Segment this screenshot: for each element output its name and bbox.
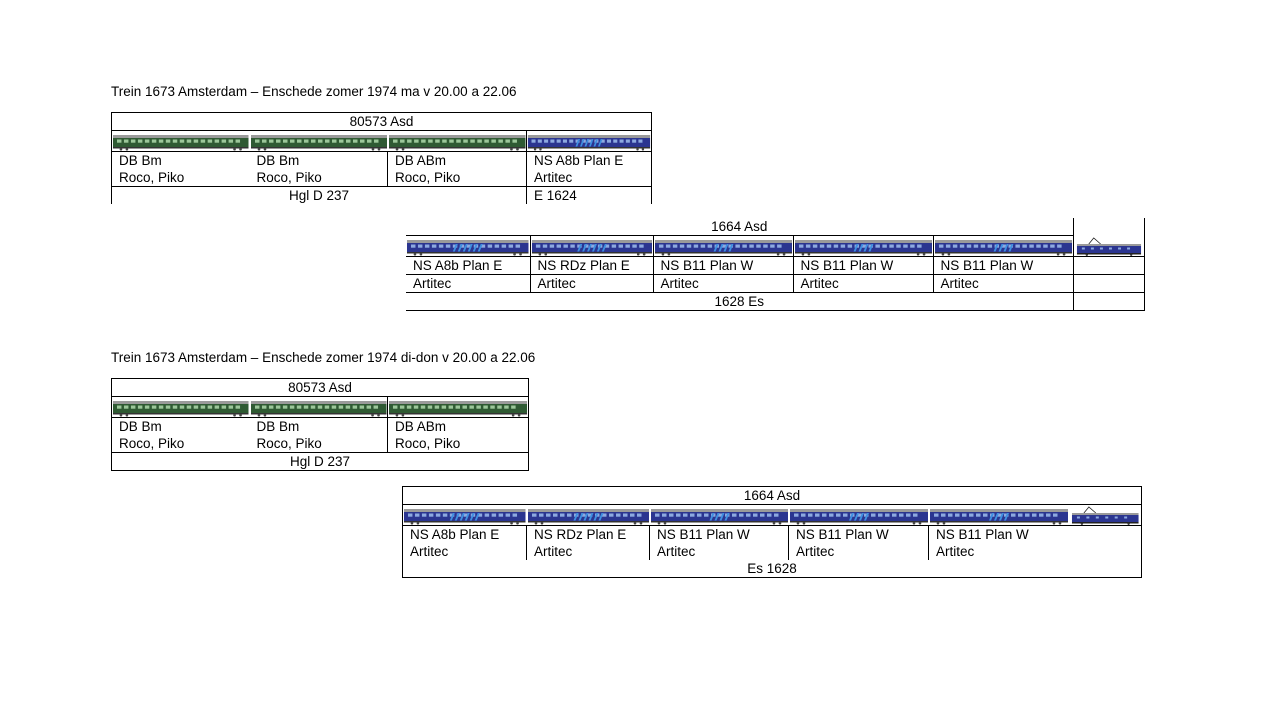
section2-part2-footer: Es 1628	[401, 560, 1143, 578]
db-green-coach-icon	[249, 130, 388, 152]
car-maker: Artitec	[526, 169, 652, 187]
ns-blue-coach-icon	[649, 504, 789, 526]
empty-cell	[1072, 274, 1145, 293]
section1-part2-footer: 1628 Es	[406, 292, 1074, 311]
section1-part1-footer-left: Hgl D 237	[111, 186, 527, 204]
section1-title: Trein 1673 Amsterdam – Enschede zomer 19…	[111, 84, 517, 99]
db-green-coach-icon	[111, 130, 250, 152]
car-type: NS B11 Plan W	[792, 256, 934, 275]
ns-blue-coach-icon	[788, 504, 929, 526]
car-maker: Artitec	[652, 274, 794, 293]
empty-cell	[1068, 525, 1143, 543]
car-maker: Roco, Piko	[249, 169, 388, 187]
car-type: NS RDz Plan E	[529, 256, 654, 275]
car-maker: Artitec	[788, 543, 929, 560]
car-maker: Artitec	[792, 274, 934, 293]
car-type: DB Bm	[249, 417, 388, 435]
car-type: DB ABm	[387, 151, 527, 169]
ns-blue-coach-icon	[792, 235, 934, 257]
section1-part1-header: 80573 Asd	[111, 112, 652, 131]
car-type: NS A8b Plan E	[402, 525, 527, 543]
car-type: NS RDz Plan E	[526, 525, 650, 543]
car-type: DB ABm	[386, 417, 530, 435]
car-type: NS B11 Plan W	[788, 525, 929, 543]
db-green-coach-icon	[386, 396, 530, 418]
ns-blue-coach-icon	[529, 235, 654, 257]
car-maker: Roco, Piko	[249, 435, 388, 453]
ns-blue-coach-icon	[928, 504, 1069, 526]
car-type: NS A8b Plan E	[406, 256, 531, 275]
db-green-coach-icon	[387, 130, 527, 152]
car-maker: Artitec	[402, 543, 527, 560]
section2-part2-header: 1664 Asd	[401, 486, 1143, 505]
car-maker: Roco, Piko	[387, 169, 527, 187]
loco-header-cell	[1072, 218, 1145, 236]
section2-part2-table: 1664 Asd NS A8b Plan E NS RDz Plan E NS …	[401, 486, 1143, 578]
car-maker: Artitec	[928, 543, 1069, 560]
car-maker: Artitec	[649, 543, 789, 560]
ns-electric-locomotive-icon	[1072, 235, 1145, 257]
empty-cell	[1072, 256, 1145, 275]
car-maker: Roco, Piko	[386, 435, 530, 453]
empty-cell	[1068, 543, 1143, 560]
ns-blue-coach-icon	[406, 235, 531, 257]
car-maker: Artitec	[932, 274, 1074, 293]
car-type: DB Bm	[249, 151, 388, 169]
db-green-coach-icon	[249, 396, 388, 418]
car-type: NS B11 Plan W	[649, 525, 789, 543]
ns-blue-coach-icon	[526, 504, 650, 526]
section2-part1-header: 80573 Asd	[110, 378, 530, 397]
car-maker: Roco, Piko	[111, 435, 250, 453]
ns-blue-coach-icon	[526, 130, 652, 152]
db-green-coach-icon	[111, 396, 250, 418]
section2-title: Trein 1673 Amsterdam – Enschede zomer 19…	[111, 350, 536, 365]
car-type: NS B11 Plan W	[932, 256, 1074, 275]
section2-part1-footer: Hgl D 237	[110, 452, 530, 471]
section2-part1-table: 80573 Asd DB Bm DB Bm DB ABm Roco, Piko …	[110, 378, 530, 471]
section1-part2-header: 1664 Asd	[406, 218, 1074, 236]
car-type: DB Bm	[111, 151, 250, 169]
car-maker: Artitec	[406, 274, 531, 293]
section1-part1-table: 80573 Asd DB Bm DB Bm DB ABm NS A8b Plan…	[111, 112, 652, 204]
car-type: NS B11 Plan W	[928, 525, 1069, 543]
section1-part2-table: 1664 Asd NS A8b Plan E NS RDz Plan E NS …	[406, 218, 1145, 311]
empty-cell	[1072, 292, 1145, 311]
ns-blue-coach-icon	[402, 504, 527, 526]
car-maker: Artitec	[526, 543, 650, 560]
car-maker: Roco, Piko	[111, 169, 250, 187]
car-type: DB Bm	[111, 417, 250, 435]
ns-blue-coach-icon	[652, 235, 794, 257]
car-type: NS B11 Plan W	[652, 256, 794, 275]
ns-electric-locomotive-icon	[1068, 504, 1143, 526]
ns-blue-coach-icon	[932, 235, 1074, 257]
car-maker: Artitec	[529, 274, 654, 293]
car-type: NS A8b Plan E	[526, 151, 652, 169]
section1-part1-footer-right: E 1624	[526, 186, 652, 204]
